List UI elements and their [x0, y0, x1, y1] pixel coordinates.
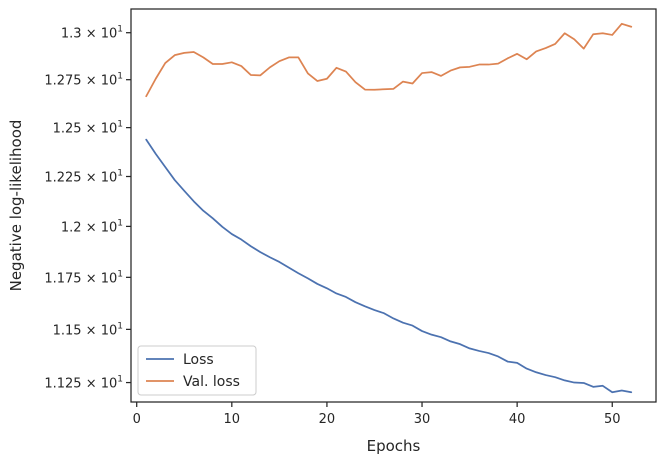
- x-axis: 0 10 20 30 40 50: [133, 402, 621, 427]
- y-axis: 1.125 × 101 1.15 × 101 1.175 × 101 1.2 × 10…: [44, 25, 131, 392]
- x-axis-title: Epochs: [367, 437, 421, 455]
- y-axis-title: Negative log-likelihood: [7, 120, 25, 292]
- plot-area: [130, 8, 657, 403]
- series-line-2: [145, 22, 633, 98]
- y-tick-label: 1.15 × 101: [53, 321, 123, 338]
- y-tick-label: 1.2 × 101: [61, 218, 123, 235]
- y-tick-label: 1.3 × 101: [61, 25, 123, 42]
- x-tick-label: 50: [604, 412, 621, 427]
- x-tick-label: 0: [133, 412, 141, 427]
- y-tick-label: 1.175 × 101: [44, 269, 123, 286]
- legend-label: Val. loss: [183, 374, 240, 390]
- y-tick-label: 1.125 × 101: [44, 375, 123, 392]
- y-tick-label: 1.275 × 101: [44, 72, 123, 89]
- x-tick-label: 40: [509, 412, 526, 427]
- y-tick-label: 1.25 × 101: [53, 120, 123, 137]
- axes-frame: [130, 8, 657, 403]
- series-layer: [145, 22, 633, 394]
- legend: Loss Val. loss: [137, 345, 257, 396]
- y-tick-label: 1.225 × 101: [44, 169, 123, 186]
- legend-label: Loss: [183, 352, 214, 368]
- x-tick-label: 10: [224, 412, 241, 427]
- series-line-1: [145, 138, 633, 394]
- x-tick-label: 30: [414, 412, 431, 427]
- x-tick-label: 20: [319, 412, 336, 427]
